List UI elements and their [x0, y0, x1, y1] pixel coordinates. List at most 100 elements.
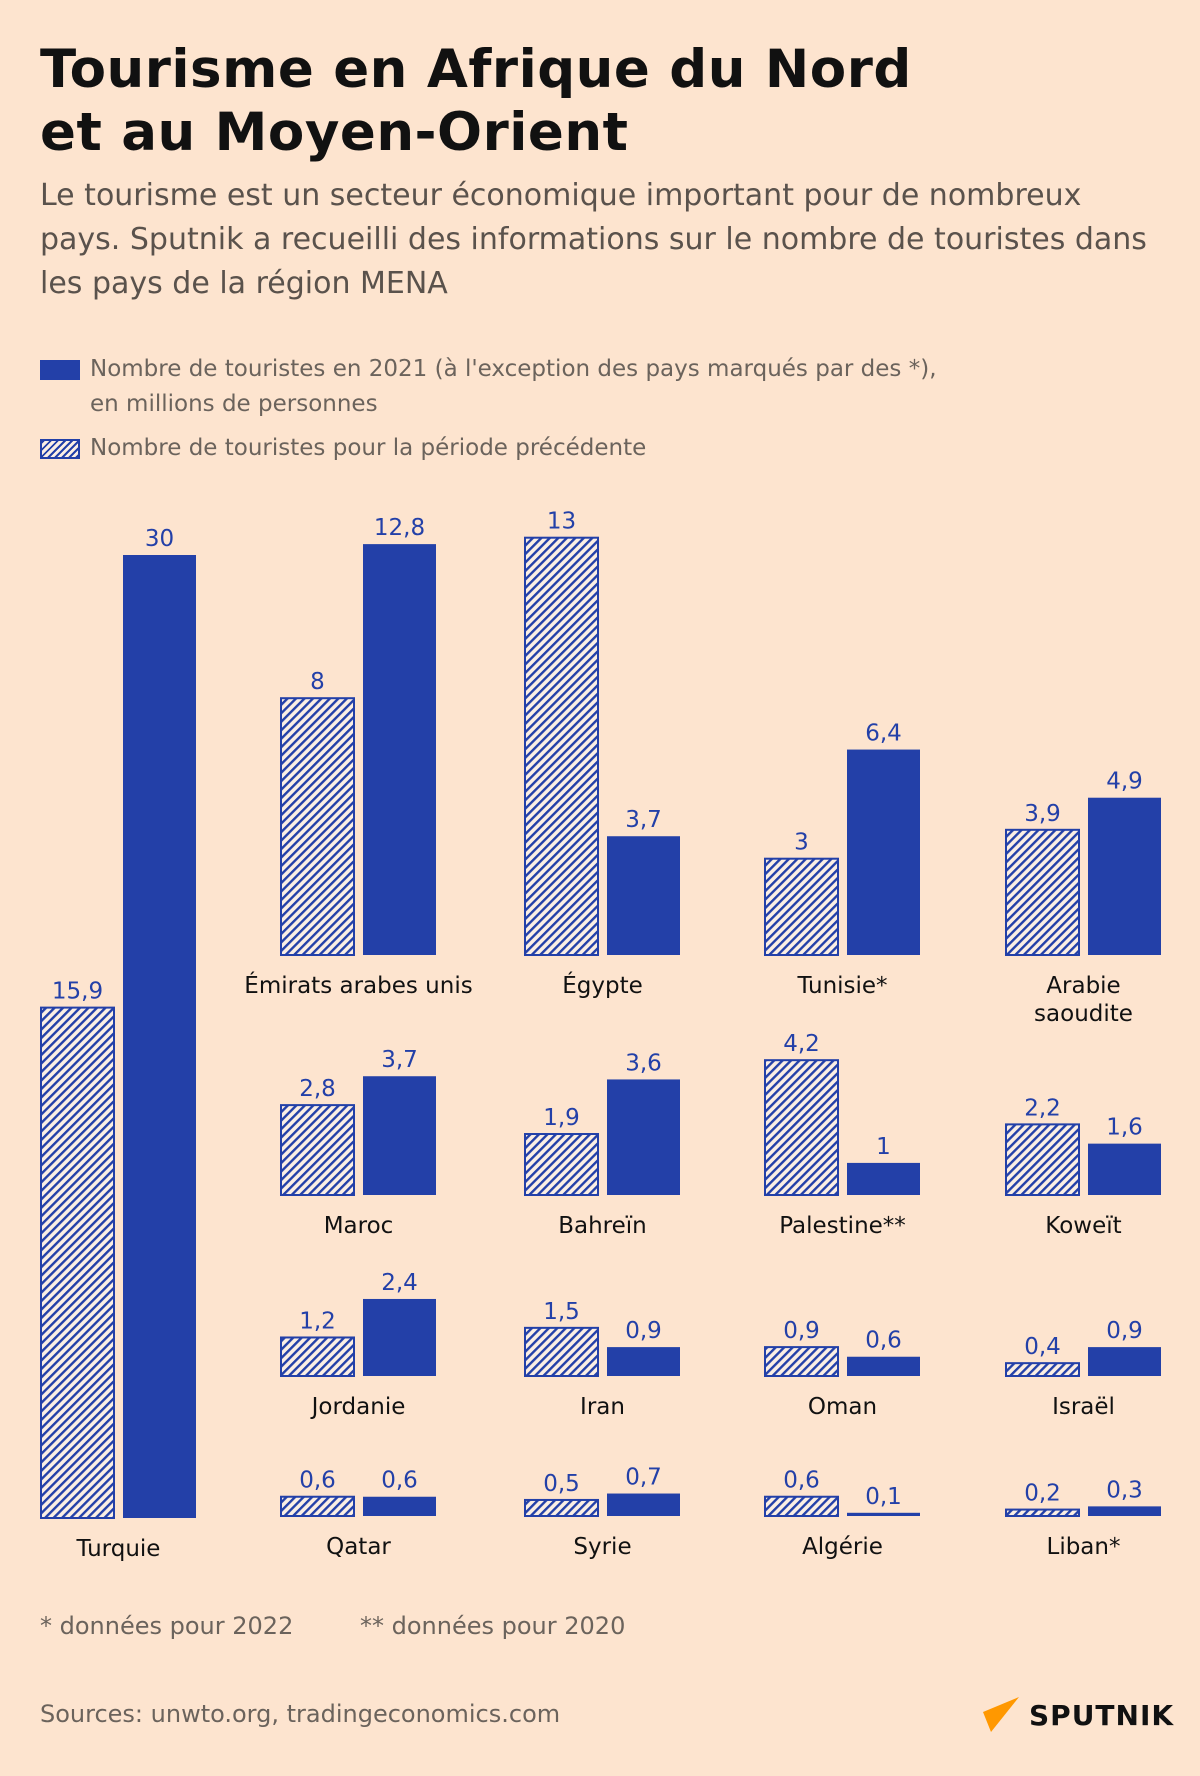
- bar-current: [847, 1512, 920, 1516]
- bar-previous: [524, 1326, 599, 1377]
- country-label: Palestine**: [779, 1213, 906, 1239]
- country-label: Arabie: [1046, 973, 1120, 999]
- title-line-2: et au Moyen-Orient: [40, 102, 629, 163]
- bar-previous: [1005, 1362, 1080, 1378]
- bar-current: [607, 1493, 680, 1516]
- country-label: Iran: [580, 1394, 625, 1420]
- country-label: Égypte: [562, 971, 643, 999]
- country-group: 0,6 0,1 Algérie: [764, 1468, 920, 1560]
- country-label: Maroc: [324, 1213, 394, 1239]
- country-label: saoudite: [1034, 1001, 1133, 1027]
- country-label: Bahreïn: [558, 1213, 647, 1239]
- sputnik-logo: SPUTNIK: [983, 1697, 1174, 1733]
- value-label-current: 0,9: [625, 1318, 662, 1344]
- value-label-current: 0,9: [1106, 1318, 1143, 1344]
- country-group: 13 3,7 Égypte: [524, 509, 680, 999]
- title-line-1: Tourisme en Afrique du Nord: [40, 39, 912, 100]
- footnote-2022: * données pour 2022: [40, 1612, 294, 1640]
- value-label-previous: 0,6: [299, 1468, 336, 1494]
- legend-item-current: Nombre de touristes en 2021 (à l'excepti…: [40, 352, 937, 422]
- bar-current: [1088, 1506, 1161, 1516]
- bar-current: [363, 544, 436, 955]
- value-label-previous: 0,4: [1024, 1334, 1061, 1360]
- value-label-current: 30: [145, 526, 174, 552]
- value-label-current: 3,7: [625, 807, 662, 833]
- country-group: 15,9 30 Turquie: [40, 526, 196, 1562]
- value-label-current: 0,6: [381, 1468, 418, 1494]
- bar-previous: [1005, 1123, 1080, 1197]
- footnote-2020: ** données pour 2020: [360, 1612, 626, 1640]
- bar-previous: [40, 1006, 115, 1519]
- country-label: Koweït: [1045, 1213, 1121, 1239]
- country-group: 2,8 3,7 Maroc: [280, 1047, 436, 1239]
- bar-current: [847, 749, 920, 955]
- country-group: 1,2 2,4 Jordanie: [280, 1270, 436, 1420]
- value-label-current: 12,8: [374, 515, 425, 541]
- value-label-previous: 13: [547, 509, 576, 535]
- country-group: 0,4 0,9 Israël: [1005, 1318, 1161, 1420]
- logo-text: SPUTNIK: [1029, 1698, 1175, 1732]
- value-label-current: 0,6: [865, 1328, 902, 1354]
- country-group: 0,2 0,3 Liban*: [1005, 1477, 1161, 1560]
- bar-current: [363, 1076, 436, 1195]
- bar-previous: [764, 1495, 839, 1517]
- bar-previous: [280, 1104, 355, 1196]
- value-label-previous: 8: [310, 669, 325, 695]
- bar-current: [123, 555, 196, 1518]
- value-label-previous: 2,2: [1024, 1095, 1061, 1121]
- value-label-current: 1: [876, 1134, 891, 1160]
- bar-previous: [280, 697, 355, 956]
- value-label-current: 3,7: [381, 1047, 418, 1073]
- bar-current: [363, 1298, 436, 1376]
- bar-previous: [764, 857, 839, 957]
- bar-previous: [280, 1495, 355, 1517]
- bar-current: [847, 1162, 920, 1195]
- country-group: 8 12,8 Émirats arabes unis: [244, 515, 472, 999]
- value-label-previous: 0,9: [783, 1318, 820, 1344]
- country-label: Tunisie*: [796, 973, 887, 999]
- bar-previous: [524, 536, 599, 956]
- value-label-previous: 4,2: [783, 1031, 820, 1057]
- legend-swatch-solid: [40, 360, 80, 380]
- value-label-previous: 3: [794, 830, 809, 856]
- country-group: 1,9 3,6 Bahreïn: [524, 1050, 680, 1239]
- value-label-previous: 1,9: [543, 1105, 580, 1131]
- country-group: 1,5 0,9 Iran: [524, 1299, 680, 1420]
- bar-current: [847, 1356, 920, 1376]
- value-label-previous: 3,9: [1024, 801, 1061, 827]
- sources: Sources: unwto.org, tradingeconomics.com: [40, 1700, 561, 1728]
- value-label-current: 4,9: [1106, 769, 1143, 795]
- value-label-previous: 2,8: [299, 1076, 336, 1102]
- bar-current: [1088, 1143, 1161, 1195]
- value-label-current: 1,6: [1106, 1115, 1143, 1141]
- value-label-previous: 1,5: [543, 1299, 580, 1325]
- value-label-previous: 0,5: [543, 1471, 580, 1497]
- page-title: Tourisme en Afrique du Nord et au Moyen-O…: [40, 38, 912, 164]
- country-label: Turquie: [76, 1536, 161, 1562]
- country-group: 2,2 1,6 Koweït: [1005, 1095, 1161, 1239]
- bar-previous: [524, 1133, 599, 1197]
- legend-current-label-2: en millions de personnes: [90, 391, 378, 417]
- bar-previous: [280, 1336, 355, 1377]
- country-label: Liban*: [1047, 1534, 1121, 1560]
- bar-previous: [1005, 1508, 1080, 1517]
- country-label: Oman: [808, 1394, 877, 1420]
- value-label-current: 0,3: [1106, 1477, 1143, 1503]
- legend-swatch-hatched: [40, 439, 80, 459]
- value-label-current: 0,1: [865, 1484, 902, 1510]
- value-label-previous: 15,9: [52, 979, 103, 1005]
- bar-previous: [524, 1498, 599, 1517]
- country-group: 0,5 0,7 Syrie: [524, 1465, 680, 1560]
- country-label: Qatar: [326, 1534, 391, 1560]
- bar-current: [607, 1347, 680, 1376]
- legend: Nombre de touristes en 2021 (à l'excepti…: [40, 352, 937, 466]
- country-label: Émirats arabes unis: [244, 971, 472, 999]
- bar-current: [363, 1496, 436, 1516]
- subtitle: Le tourisme est un secteur économique im…: [40, 178, 1147, 301]
- country-label: Syrie: [573, 1534, 631, 1560]
- value-label-current: 3,6: [625, 1050, 662, 1076]
- bar-current: [1088, 1347, 1161, 1376]
- value-label-current: 2,4: [381, 1270, 418, 1296]
- legend-item-previous: Nombre de touristes pour la période préc…: [40, 431, 937, 466]
